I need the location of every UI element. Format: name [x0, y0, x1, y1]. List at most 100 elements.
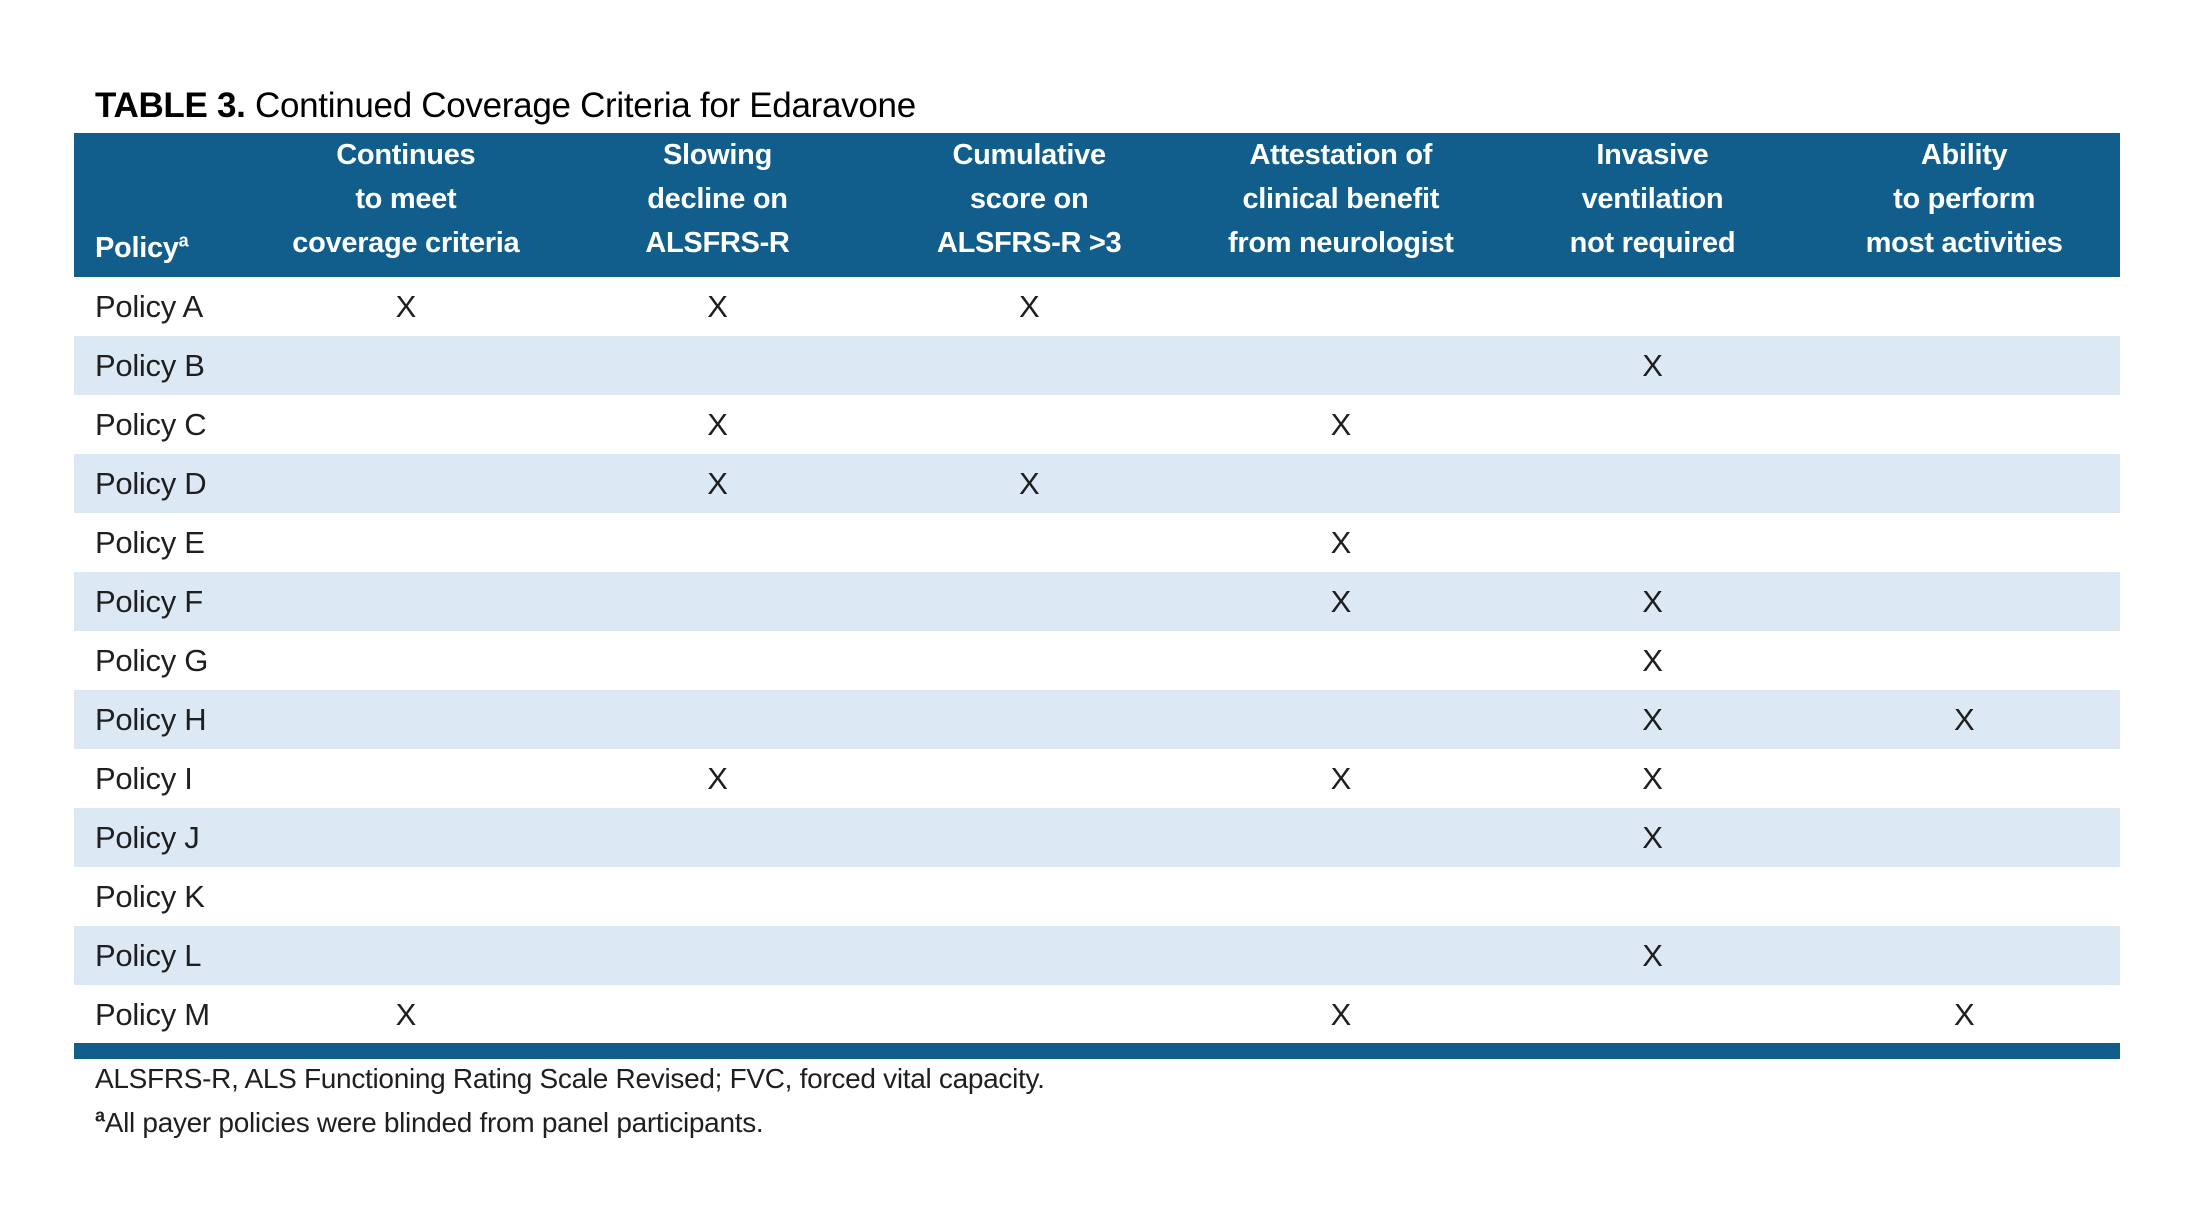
footnote-a-text: All payer policies were blinded from pan…	[104, 1107, 764, 1138]
coverage-criteria-table: Policya Continues to meet coverage criteri…	[74, 133, 2120, 1044]
column-header-line: score on	[969, 183, 1089, 215]
criterion-empty	[1497, 867, 1809, 926]
criterion-mark: X	[1642, 819, 1663, 855]
criterion-empty	[1185, 926, 1497, 985]
criterion-empty	[1185, 454, 1497, 513]
criterion-empty	[1185, 631, 1497, 690]
policy-label: Policy C	[95, 406, 207, 442]
policy-label: Policy D	[95, 465, 207, 501]
criterion-empty	[562, 926, 874, 985]
criterion-empty	[873, 926, 1185, 985]
criterion-mark: X	[1642, 347, 1663, 383]
policy-header-label: Policy	[95, 232, 179, 264]
column-header-line: most activities	[1865, 227, 2063, 259]
criterion-empty	[250, 572, 562, 631]
table-row: Policy C X X	[74, 395, 2120, 454]
column-header-line: not required	[1569, 227, 1736, 259]
criterion-empty	[562, 808, 874, 867]
criterion-empty	[873, 572, 1185, 631]
policy-label: Policy H	[95, 701, 207, 737]
column-header-line: Attestation of	[1249, 139, 1433, 171]
column-header-line: ventilation	[1581, 183, 1724, 215]
column-header-line: coverage criteria	[292, 227, 520, 259]
criterion-mark: X	[1642, 642, 1663, 678]
criterion-empty	[250, 631, 562, 690]
criterion-empty	[1497, 395, 1809, 454]
policy-header-superscript: a	[178, 230, 189, 251]
criterion-empty	[1497, 985, 1809, 1044]
table-row: Policy B X	[74, 336, 2120, 395]
criterion-mark: X	[1642, 583, 1663, 619]
policy-label: Policy K	[95, 878, 205, 914]
criterion-empty	[873, 631, 1185, 690]
criterion-empty	[562, 690, 874, 749]
criterion-empty	[1808, 454, 2120, 513]
criterion-empty	[250, 867, 562, 926]
criterion-empty	[1497, 277, 1809, 336]
footnote-abbreviations: ALSFRS-R, ALS Functioning Rating Scale R…	[95, 1063, 1045, 1094]
criterion-empty	[1185, 690, 1497, 749]
criterion-empty	[1808, 749, 2120, 808]
column-header-line: decline on	[647, 183, 788, 215]
criterion-mark: X	[1642, 760, 1663, 796]
criterion-mark: X	[1330, 406, 1352, 442]
criterion-mark: X	[1330, 996, 1352, 1032]
criterion-empty	[873, 336, 1185, 395]
table-row: Policy E X	[74, 513, 2120, 572]
table-title-text: Continued Coverage Criteria for Edaravon…	[245, 86, 916, 125]
criterion-empty	[873, 690, 1185, 749]
criterion-empty	[250, 336, 562, 395]
column-header-5: Invasive ventilation not required	[1496, 133, 1809, 277]
policy-column-header: Policya	[74, 133, 250, 277]
criterion-empty	[873, 985, 1185, 1044]
table-bottom-rule	[74, 1043, 2120, 1059]
criterion-empty	[1808, 277, 2120, 336]
table-header-row: Policya Continues to meet coverage criteri…	[74, 133, 2120, 277]
criterion-empty	[250, 395, 562, 454]
column-header-line: to perform	[1893, 183, 2036, 215]
criterion-mark: X	[1642, 701, 1663, 737]
criterion-mark: X	[1953, 996, 1975, 1032]
column-header-6: Ability to perform most activities	[1808, 133, 2120, 277]
criterion-empty	[873, 867, 1185, 926]
criterion-empty	[1808, 867, 2120, 926]
table-title: TABLE 3. Continued Coverage Criteria for…	[95, 88, 916, 123]
policy-label: Policy J	[95, 819, 200, 855]
column-header-line: ALSFRS-R >3	[936, 227, 1122, 259]
column-header-line: Continues	[336, 139, 476, 171]
policy-label: Policy E	[95, 524, 205, 560]
criterion-empty	[562, 631, 874, 690]
criterion-empty	[1497, 513, 1809, 572]
policy-label: Policy B	[95, 347, 205, 383]
criterion-empty	[1808, 631, 2120, 690]
criterion-empty	[250, 690, 562, 749]
criterion-mark: X	[1018, 288, 1040, 324]
criterion-mark: X	[395, 996, 417, 1032]
table-row: Policy G X	[74, 631, 2120, 690]
policy-label: Policy G	[95, 642, 209, 678]
column-header-line: ALSFRS-R	[645, 227, 790, 259]
criterion-empty	[562, 867, 874, 926]
table-row: Policy F X X	[74, 572, 2120, 631]
column-header-line: Invasive	[1596, 139, 1709, 171]
criterion-empty	[873, 749, 1185, 808]
criterion-mark: X	[1953, 701, 1975, 737]
column-header-2: Slowing decline on ALSFRS-R	[561, 133, 874, 277]
policy-label: Policy L	[95, 937, 202, 973]
table-number-label: TABLE 3.	[95, 86, 246, 125]
column-header-line: Ability	[1920, 139, 2008, 171]
table-row: Policy M X X X	[74, 985, 2120, 1044]
footnote-a-superscript: a	[95, 1105, 105, 1126]
column-header-line: Slowing	[662, 139, 773, 171]
criterion-empty	[1185, 867, 1497, 926]
policy-label: Policy A	[95, 288, 203, 324]
criterion-empty	[873, 395, 1185, 454]
criterion-empty	[562, 985, 874, 1044]
criterion-empty	[1185, 277, 1497, 336]
table-row: Policy L X	[74, 926, 2120, 985]
table-row: Policy H X X	[74, 690, 2120, 749]
column-header-line: clinical benefit	[1242, 183, 1440, 215]
column-header-4: Attestation of clinical benefit from neuro…	[1184, 133, 1497, 277]
column-header-line: Cumulative	[952, 139, 1106, 171]
